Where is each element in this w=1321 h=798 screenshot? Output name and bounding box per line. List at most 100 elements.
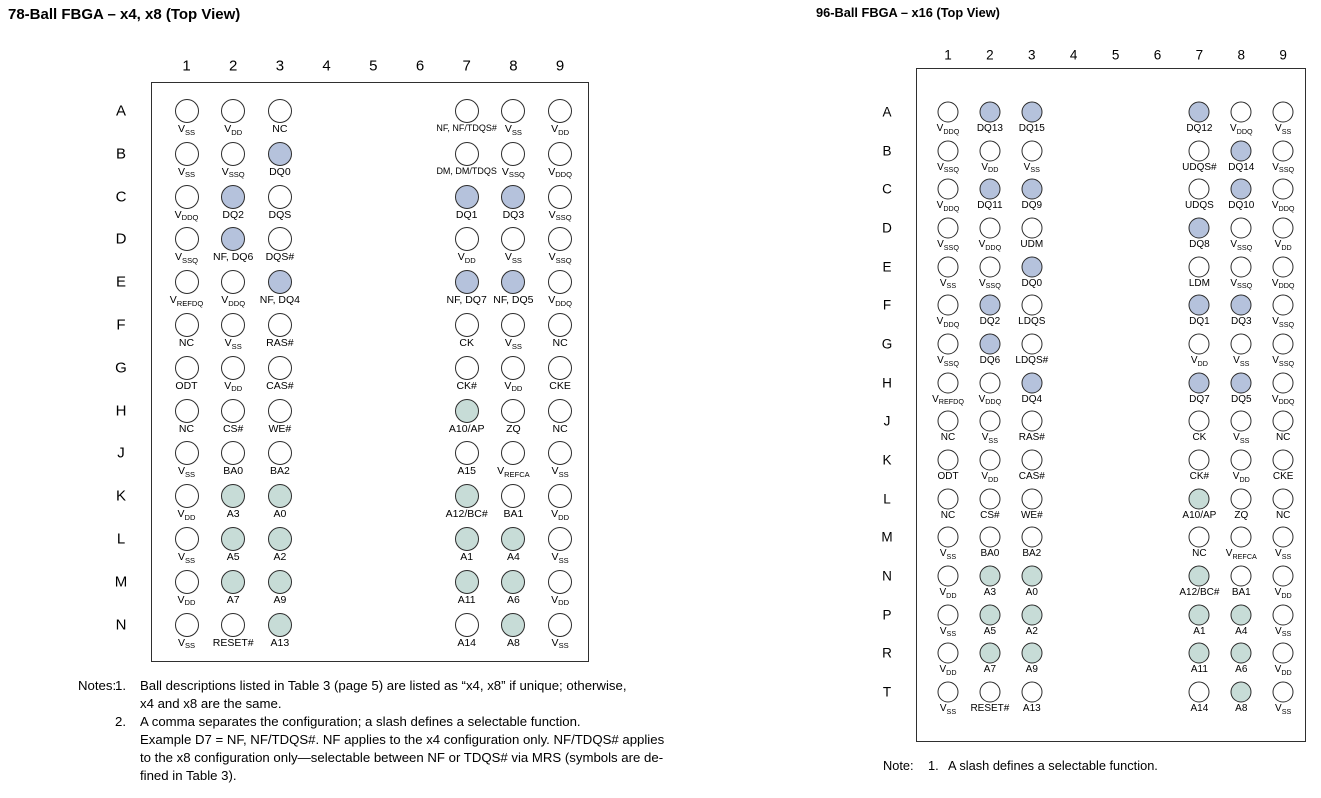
fbga-78-outline — [151, 82, 589, 662]
ball-C3 — [1021, 178, 1043, 200]
ball-label-N8: A8 — [506, 636, 520, 649]
ball-label-A9: VDD — [551, 123, 570, 137]
ball-H2 — [221, 398, 246, 423]
ball-label-J7: CK — [1192, 432, 1207, 444]
ball-N1 — [937, 565, 959, 587]
ball-D3 — [267, 227, 292, 252]
ball-D9 — [1272, 217, 1294, 239]
ball-label-H3: DQ4 — [1021, 393, 1043, 405]
ball-label-G2: DQ6 — [979, 355, 1001, 367]
ball-label-M9: VSS — [1275, 548, 1292, 561]
ball-label-C7: UDQS — [1184, 200, 1214, 212]
ball-H8 — [1230, 372, 1252, 394]
ball-R7 — [1188, 642, 1210, 664]
ball-M1 — [937, 526, 959, 548]
ball-C8 — [1230, 178, 1252, 200]
note-number: 1. — [928, 758, 939, 773]
ball-label-B7: UDQS# — [1182, 161, 1217, 173]
ball-label-D8: VSS — [504, 251, 522, 265]
ball-label-K1: VDD — [177, 508, 196, 522]
ball-N7 — [454, 612, 479, 637]
ball-K1 — [174, 484, 199, 509]
row-label-J: J — [883, 413, 891, 429]
ball-label-E7: LDM — [1188, 277, 1210, 289]
ball-H7 — [1188, 372, 1210, 394]
ball-label-C8: DQ10 — [1228, 200, 1255, 212]
ball-label-E1: VSS — [939, 277, 957, 291]
ball-label-C3: DQS — [268, 208, 292, 221]
ball-E9 — [548, 270, 573, 295]
ball-label-R2: A7 — [983, 664, 997, 676]
ball-label-F3: LDQS — [1018, 316, 1046, 328]
row-label-K: K — [882, 452, 892, 468]
ball-label-T7: A14 — [1190, 703, 1209, 715]
ball-label-R3: A9 — [1025, 664, 1038, 676]
ball-K1 — [937, 449, 959, 471]
ball-J1 — [174, 441, 199, 466]
ball-F8 — [501, 313, 526, 337]
ball-label-P7: A1 — [1193, 625, 1206, 637]
ball-G8 — [1230, 333, 1252, 355]
ball-B9 — [548, 141, 573, 166]
row-label-J: J — [117, 444, 125, 462]
note-text: Ball descriptions listed in Table 3 (pag… — [140, 678, 627, 711]
ball-label-M3: BA2 — [1022, 548, 1042, 560]
ball-label-R1: VDD — [939, 664, 957, 677]
ball-label-P9: VSS — [1275, 625, 1292, 639]
fbga-96-title: 96-Ball FBGA – x16 (Top View) — [816, 5, 1000, 20]
ball-label-F3: RAS# — [266, 337, 294, 349]
ball-G7 — [1188, 333, 1210, 355]
ball-label-K2: VDD — [981, 471, 999, 484]
ball-T3 — [1021, 681, 1043, 703]
ball-label-E3: DQ0 — [1021, 277, 1043, 289]
ball-label-A8: VDDQ — [1229, 123, 1253, 136]
ball-label-G9: VSSQ — [1272, 355, 1295, 368]
ball-K2 — [221, 484, 246, 509]
ball-label-H2: CS# — [222, 422, 244, 435]
row-label-A: A — [882, 104, 892, 120]
ball-A9 — [548, 99, 573, 123]
ball-J2 — [221, 441, 246, 466]
ball-A2 — [221, 99, 246, 123]
ball-label-L3: A2 — [273, 551, 287, 563]
column-header-3: 3 — [275, 57, 285, 75]
ball-label-D2: NF, DQ6 — [213, 251, 254, 264]
ball-label-K9: CKE — [1272, 471, 1294, 483]
column-header-1: 1 — [944, 47, 952, 63]
ball-J9 — [1272, 410, 1294, 432]
ball-P9 — [1272, 604, 1294, 626]
note-number: 1. — [115, 678, 126, 693]
ball-C2 — [979, 178, 1001, 200]
ball-C9 — [548, 184, 573, 209]
ball-L8 — [501, 527, 526, 551]
ball-G9 — [548, 355, 573, 380]
ball-label-B8: DQ14 — [1228, 161, 1255, 173]
ball-M8 — [501, 569, 526, 594]
ball-B7 — [454, 141, 479, 166]
ball-C1 — [174, 184, 199, 209]
ball-label-N1: VSS — [177, 636, 196, 651]
ball-M2 — [221, 569, 246, 594]
ball-label-H7: DQ7 — [1189, 393, 1210, 405]
ball-E8 — [501, 270, 526, 295]
column-header-1: 1 — [182, 57, 191, 75]
ball-H1 — [937, 372, 959, 394]
ball-label-K7: A12/BC# — [445, 508, 488, 521]
ball-label-A1: VSS — [177, 123, 196, 137]
ball-A8 — [501, 99, 526, 123]
ball-label-G1: ODT — [175, 379, 198, 392]
ball-label-M1: VDD — [177, 593, 196, 608]
ball-label-D7: DQ8 — [1189, 239, 1210, 250]
ball-H3 — [267, 398, 292, 423]
row-label-M: M — [114, 573, 128, 591]
ball-F8 — [1230, 294, 1252, 316]
ball-label-H3: WE# — [268, 422, 292, 435]
ball-K9 — [1272, 449, 1294, 471]
column-header-6: 6 — [415, 57, 425, 75]
ball-label-C1: VDDQ — [174, 208, 199, 223]
ball-label-N3: A13 — [270, 636, 290, 649]
ball-label-C9: VDDQ — [1271, 200, 1295, 213]
ball-label-H9: NC — [552, 422, 568, 435]
ball-label-E2: VDDQ — [221, 294, 246, 308]
ball-C3 — [267, 184, 292, 209]
